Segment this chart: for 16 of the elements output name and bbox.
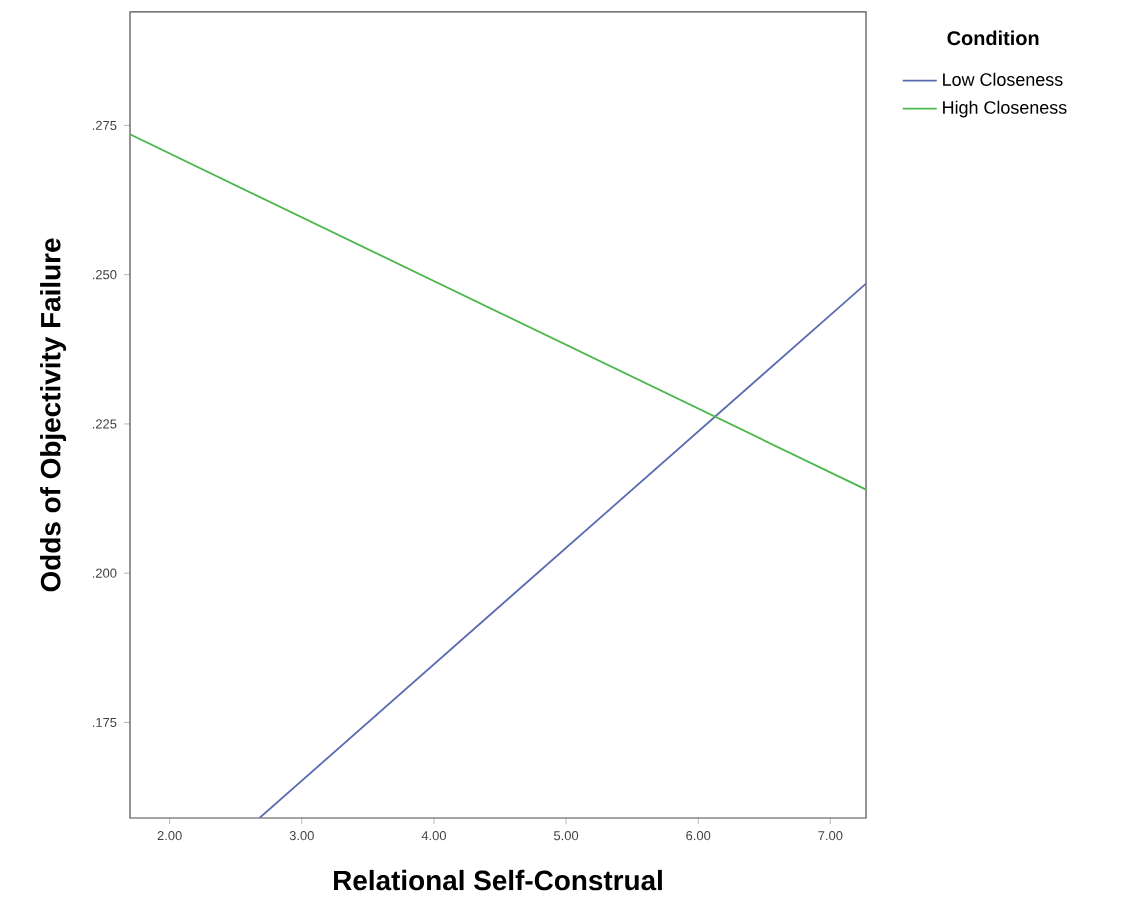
x-tick-label: 7.00	[818, 831, 843, 841]
y-tick-label: .225	[92, 419, 117, 429]
y-tick-label: .200	[92, 568, 117, 578]
x-tick-label: 5.00	[554, 831, 579, 841]
x-tick-label: 2.00	[157, 831, 182, 841]
y-tick-label: .250	[92, 270, 117, 280]
y-tick-label: .275	[92, 120, 117, 130]
legend-label: High Closeness	[943, 100, 1067, 118]
x-tick-label: 6.00	[686, 831, 711, 841]
y-tick-label: .175	[92, 717, 117, 727]
x-axis-title: Relational Self-Construal	[334, 869, 662, 891]
x-tick-label: 3.00	[289, 831, 314, 841]
y-axis-title: Odds of Objectivity Failure	[40, 238, 67, 592]
legend-title: Condition	[947, 30, 1039, 46]
legend-label: Low Closeness	[943, 72, 1063, 86]
x-tick-label: 4.00	[421, 831, 447, 841]
